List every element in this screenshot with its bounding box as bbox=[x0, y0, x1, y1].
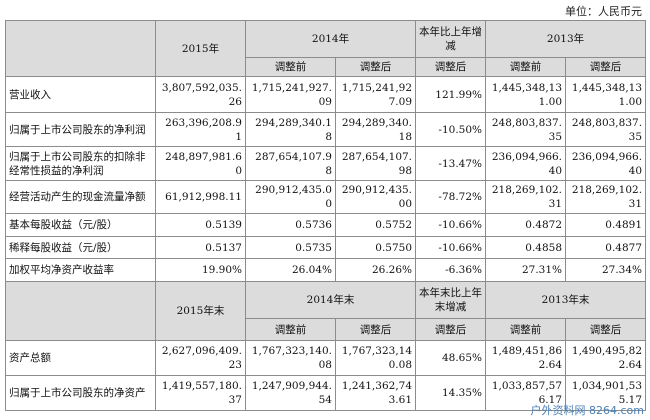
row-label: 基本每股收益（元/股） bbox=[5, 213, 156, 237]
watermark: 户外资料网 8264.com bbox=[530, 404, 644, 417]
value-cell: 48.65% bbox=[415, 340, 487, 376]
value-cell: 1,715,241,927.09 bbox=[245, 76, 336, 113]
value-cell: 248,803,837.35 bbox=[485, 112, 567, 147]
header-cell: 2013年末 bbox=[485, 281, 647, 319]
header-cell: 2015年末 bbox=[155, 281, 246, 341]
data-row: 加权平均净资产收益率 19.90% 26.04% 26.26% -6.36% 27.31%… bbox=[5, 258, 647, 282]
value-cell: -10.66% bbox=[415, 213, 487, 237]
value-cell: 248,803,837.35 bbox=[565, 112, 647, 147]
value-cell: 1,767,323,140.08 bbox=[334, 340, 417, 376]
header-cell: 2014年 bbox=[244, 20, 417, 58]
data-row: 营业收入 3,807,592,035.26 1,715,241,927.09 1,71… bbox=[5, 76, 647, 113]
header-cell bbox=[5, 281, 156, 341]
value-cell: 0.5139 bbox=[155, 213, 246, 237]
header-cell: 2014年末 bbox=[244, 281, 417, 319]
subheader-cell: 调整前 bbox=[485, 318, 567, 341]
header-row: 2015年 2014年 本年比上年增减 2013年 bbox=[5, 20, 647, 77]
header-row: 2015年末 2014年末 本年末比上年末增减 2013年末 bbox=[5, 281, 647, 341]
header-cell: 2013年 bbox=[485, 20, 647, 58]
data-row: 经营活动产生的现金流量净额 61,912,998.11 290,912,435.00… bbox=[5, 180, 647, 214]
value-cell: 0.4891 bbox=[565, 213, 647, 237]
data-row: 归属于上市公司股东的净利润 263,396,208.91 294,289,340.1… bbox=[5, 112, 647, 147]
value-cell: 2,627,096,409.23 bbox=[155, 340, 246, 376]
row-label: 资产总额 bbox=[5, 340, 156, 376]
header-cell: 本年比上年增减 bbox=[415, 20, 487, 58]
value-cell: 0.5137 bbox=[155, 236, 246, 259]
value-cell: 0.4877 bbox=[565, 236, 647, 259]
subheader-cell: 调整后 bbox=[415, 318, 487, 341]
value-cell: 248,897,981.60 bbox=[155, 146, 246, 181]
value-cell: 121.99% bbox=[415, 76, 487, 113]
value-cell: 294,289,340.18 bbox=[245, 112, 336, 147]
value-cell: 0.5752 bbox=[334, 213, 417, 237]
value-cell: 19.90% bbox=[155, 258, 246, 282]
data-row: 资产总额 2,627,096,409.23 1,767,323,140.08 1,76… bbox=[5, 340, 647, 376]
row-label: 归属于上市公司股东的净资产 bbox=[5, 375, 156, 411]
value-cell: 0.5750 bbox=[334, 236, 417, 259]
value-cell: 290,912,435.00 bbox=[334, 180, 417, 214]
unit-note: 单位：人民币元 bbox=[565, 5, 642, 18]
row-label: 营业收入 bbox=[5, 76, 156, 113]
value-cell: 294,289,340.18 bbox=[334, 112, 417, 147]
data-row: 稀释每股收益（元/股） 0.5137 0.5735 0.5750 -10.66% 0.48… bbox=[5, 236, 647, 259]
value-cell: 236,094,966.40 bbox=[565, 146, 647, 181]
subheader-cell: 调整后 bbox=[565, 57, 647, 77]
subheader-cell: 调整后 bbox=[334, 318, 417, 341]
row-label: 经营活动产生的现金流量净额 bbox=[5, 180, 156, 214]
value-cell: -6.36% bbox=[415, 258, 487, 282]
data-row: 基本每股收益（元/股） 0.5139 0.5736 0.5752 -10.66% 0.48… bbox=[5, 213, 647, 237]
value-cell: 1,445,348,131.00 bbox=[485, 76, 567, 113]
financial-table: 2015年 2014年 本年比上年增减 2013年 调整前 调整后 调整后 调整前 调整后 营业收… bbox=[5, 20, 647, 411]
value-cell: 1,767,323,140.08 bbox=[245, 340, 336, 376]
value-cell: -78.72% bbox=[415, 180, 487, 214]
subheader-row: 调整前 调整后 调整后 调整前 调整后 bbox=[6, 57, 647, 77]
value-cell: -13.47% bbox=[415, 146, 487, 181]
value-cell: 26.26% bbox=[334, 258, 417, 282]
value-cell: 1,419,557,180.37 bbox=[155, 375, 246, 411]
header-cell: 本年末比上年末增减 bbox=[415, 281, 487, 319]
subheader-cell: 调整后 bbox=[415, 57, 487, 77]
value-cell: -10.50% bbox=[415, 112, 487, 147]
row-label: 归属于上市公司股东的净利润 bbox=[5, 112, 156, 147]
row-label: 归属于上市公司股东的扣除非经常性损益的净利润 bbox=[5, 146, 156, 181]
value-cell: 218,269,102.31 bbox=[565, 180, 647, 214]
subheader-cell: 调整前 bbox=[485, 57, 567, 77]
subheader-cell: 调整后 bbox=[565, 318, 647, 341]
value-cell: 14.35% bbox=[415, 375, 487, 411]
value-cell: 0.4858 bbox=[485, 236, 567, 259]
value-cell: 61,912,998.11 bbox=[155, 180, 246, 214]
value-cell: 1,033,857,576.17 bbox=[485, 375, 567, 411]
value-cell: 1,034,901,535.17 bbox=[565, 375, 647, 411]
row-label: 稀释每股收益（元/股） bbox=[5, 236, 156, 259]
value-cell: 1,241,362,743.61 bbox=[334, 375, 417, 411]
value-cell: -10.66% bbox=[415, 236, 487, 259]
value-cell: 0.5736 bbox=[245, 213, 336, 237]
value-cell: 290,912,435.00 bbox=[245, 180, 336, 214]
data-row: 归属于上市公司股东的净资产 1,419,557,180.37 1,247,909,9… bbox=[5, 375, 647, 411]
data-row: 归属于上市公司股东的扣除非经常性损益的净利润 248,897,981.60 287,… bbox=[5, 146, 647, 181]
value-cell: 1,715,241,927.09 bbox=[334, 76, 417, 113]
value-cell: 1,247,909,944.54 bbox=[245, 375, 336, 411]
value-cell: 0.5735 bbox=[245, 236, 336, 259]
value-cell: 218,269,102.31 bbox=[485, 180, 567, 214]
header-cell bbox=[5, 20, 156, 77]
header-cell: 2015年 bbox=[155, 20, 246, 77]
value-cell: 3,807,592,035.26 bbox=[155, 76, 246, 113]
value-cell: 0.4872 bbox=[485, 213, 567, 237]
value-cell: 27.31% bbox=[485, 258, 567, 282]
value-cell: 287,654,107.98 bbox=[334, 146, 417, 181]
value-cell: 27.34% bbox=[565, 258, 647, 282]
value-cell: 1,489,451,862.64 bbox=[485, 340, 567, 376]
value-cell: 263,396,208.91 bbox=[155, 112, 246, 147]
subheader-cell: 调整前 bbox=[245, 318, 336, 341]
value-cell: 236,094,966.40 bbox=[485, 146, 567, 181]
row-label: 加权平均净资产收益率 bbox=[5, 258, 156, 282]
value-cell: 287,654,107.98 bbox=[245, 146, 336, 181]
value-cell: 1,445,348,131.00 bbox=[565, 76, 647, 113]
value-cell: 1,490,495,822.64 bbox=[565, 340, 647, 376]
subheader-cell: 调整后 bbox=[334, 57, 417, 77]
value-cell: 26.04% bbox=[245, 258, 336, 282]
subheader-cell: 调整前 bbox=[245, 57, 336, 77]
